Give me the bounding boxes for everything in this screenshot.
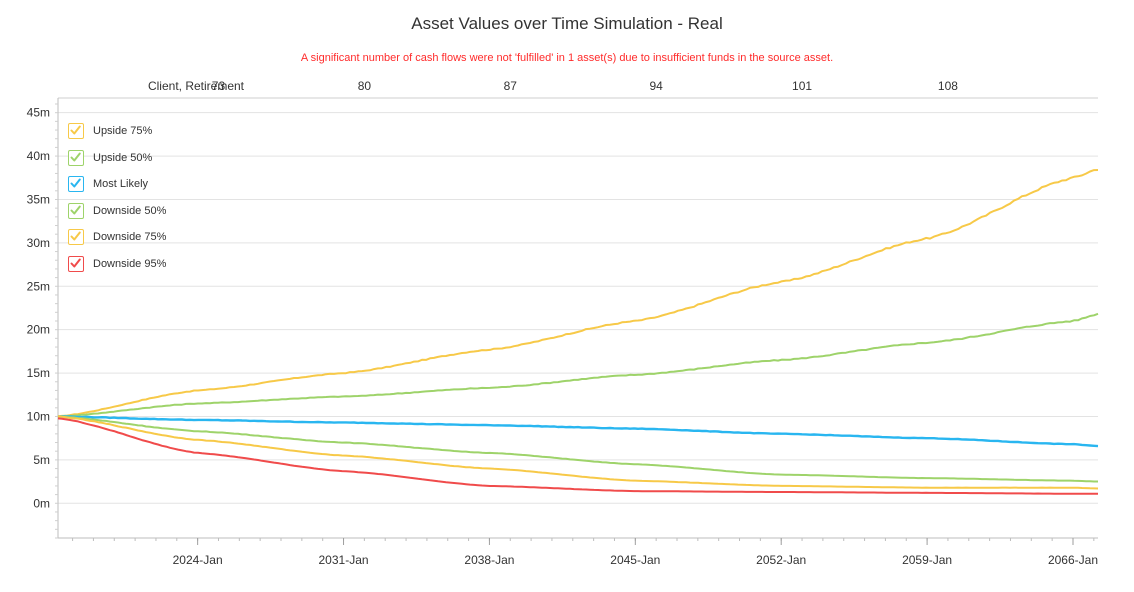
y-tick-label: 20m	[27, 323, 50, 337]
x-tick-label: 2066-Jan	[1048, 553, 1098, 567]
legend-label: Most Likely	[93, 178, 149, 191]
y-tick-label: 5m	[33, 453, 50, 467]
legend-label: Upside 75%	[93, 125, 153, 138]
chart-legend: Upside 75% Upside 50% Most Likely Downside …	[68, 118, 166, 277]
top-axis-tick-label: 108	[938, 79, 958, 93]
top-axis-label: Client, Retirement	[148, 79, 245, 93]
chart-title: Asset Values over Time Simulation - Real	[411, 14, 723, 33]
top-axis-tick-label: 80	[358, 79, 372, 93]
y-tick-label: 40m	[27, 149, 50, 163]
y-tick-label: 45m	[27, 106, 50, 120]
legend-checkbox-checkmark-icon[interactable]	[68, 123, 84, 140]
top-axis-tick-label: 73	[212, 79, 226, 93]
series-line-upside-50	[57, 312, 1099, 418]
legend-item[interactable]: Upside 75%	[68, 118, 166, 145]
x-tick-label: 2031-Jan	[319, 553, 369, 567]
series-line-downside-75	[57, 415, 1099, 490]
legend-item[interactable]: Downside 75%	[68, 224, 166, 251]
legend-item[interactable]: Upside 50%	[68, 145, 166, 172]
top-axis-tick-label: 87	[504, 79, 518, 93]
legend-item[interactable]: Downside 95%	[68, 251, 166, 278]
legend-label: Downside 75%	[93, 231, 167, 244]
series-line-downside-95	[57, 417, 1099, 495]
series-line-downside-50	[57, 415, 1098, 483]
legend-item[interactable]: Downside 50%	[68, 198, 166, 225]
legend-checkbox-checkmark-icon[interactable]	[68, 202, 84, 219]
legend-checkbox-checkmark-icon[interactable]	[68, 229, 84, 246]
y-tick-label: 35m	[27, 192, 50, 206]
legend-label: Upside 50%	[93, 151, 153, 164]
legend-checkbox-checkmark-icon[interactable]	[68, 149, 84, 166]
legend-item[interactable]: Most Likely	[68, 171, 166, 198]
y-tick-label: 25m	[27, 279, 50, 293]
legend-label: Downside 95%	[93, 257, 167, 270]
series-line-upside-75	[57, 169, 1099, 418]
y-tick-label: 15m	[27, 366, 50, 380]
x-tick-label: 2045-Jan	[610, 553, 660, 567]
legend-checkbox-checkmark-icon[interactable]	[68, 176, 84, 193]
legend-label: Downside 50%	[93, 204, 167, 217]
y-tick-label: 0m	[33, 496, 50, 510]
x-tick-label: 2024-Jan	[173, 553, 223, 567]
top-axis-tick-label: 94	[649, 79, 663, 93]
warning-message: A significant number of cash flows were …	[300, 52, 834, 64]
y-tick-label: 30m	[27, 236, 50, 250]
y-tick-label: 10m	[27, 409, 50, 423]
top-axis-tick-label: 101	[792, 79, 812, 93]
legend-checkbox-checkmark-icon[interactable]	[68, 255, 84, 272]
series-line-most-likely	[57, 415, 1099, 448]
x-tick-label: 2052-Jan	[756, 553, 806, 567]
x-tick-label: 2059-Jan	[902, 553, 952, 567]
x-tick-label: 2038-Jan	[464, 553, 514, 567]
